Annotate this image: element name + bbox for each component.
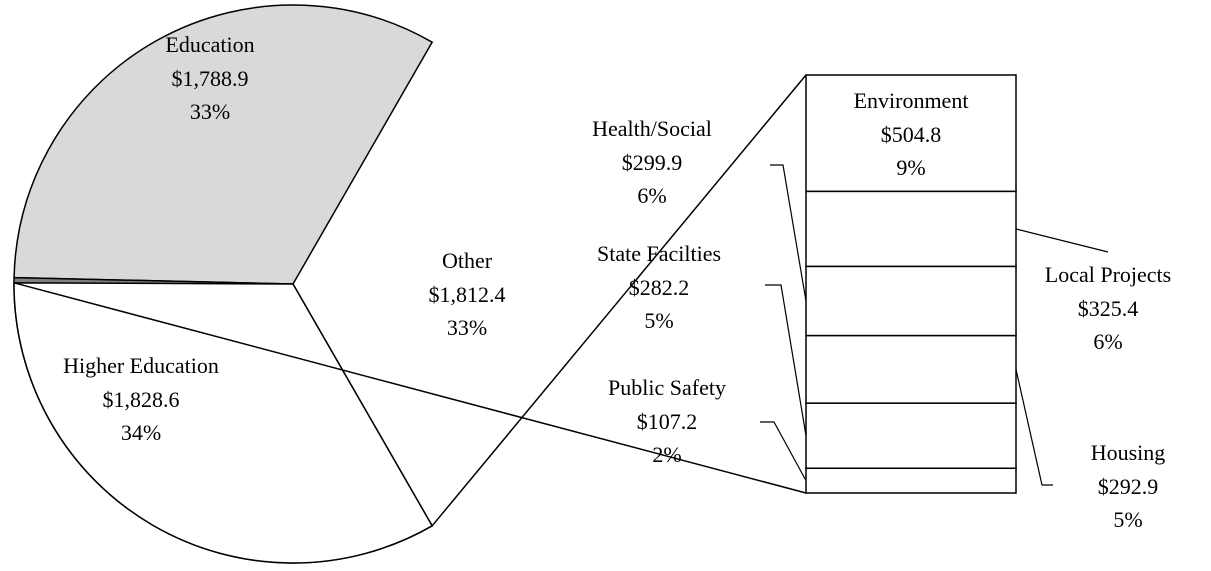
segment-value: $107.2 — [637, 409, 698, 434]
segment-label: Public Safety — [608, 375, 726, 400]
leader-line — [760, 421, 807, 481]
bar-segment — [805, 74, 1017, 193]
bar-segment — [805, 265, 1017, 337]
segment-percent: 6% — [637, 183, 666, 208]
slice-value: $1,788.9 — [172, 66, 249, 91]
slice-value: $1,812.4 — [429, 282, 506, 307]
slice-percent: 33% — [447, 315, 487, 340]
leader-line — [770, 164, 807, 302]
bar-segment — [805, 190, 1017, 268]
bar-segment — [805, 334, 1017, 404]
slice-percent: 33% — [190, 99, 230, 124]
segment-percent: 2% — [652, 442, 681, 467]
segment-value: $299.9 — [622, 150, 683, 175]
slice-label: Higher Education — [63, 353, 219, 378]
slice-label: Other — [442, 248, 493, 273]
connector — [431, 74, 807, 527]
slice-percent: 34% — [121, 420, 161, 445]
segment-label: Health/Social — [592, 116, 712, 141]
leader-line — [1015, 369, 1053, 486]
segment-label: Environment — [854, 88, 969, 113]
bar-segment — [805, 402, 1017, 470]
slice-label: Education — [165, 32, 254, 57]
bar-segment — [805, 467, 1017, 494]
connector — [13, 282, 807, 494]
segment-percent: 9% — [896, 155, 925, 180]
segment-percent: 5% — [1113, 507, 1142, 532]
pie-slice — [13, 4, 434, 285]
segment-label: Housing — [1091, 440, 1166, 465]
segment-value: $504.8 — [881, 122, 942, 147]
segment-label: Local Projects — [1045, 262, 1171, 287]
leader-line — [1015, 228, 1109, 253]
segment-value: $325.4 — [1078, 296, 1139, 321]
segment-percent: 5% — [644, 308, 673, 333]
segment-percent: 6% — [1093, 329, 1122, 354]
segment-label: State Facilties — [597, 241, 721, 266]
segment-value: $292.9 — [1098, 474, 1159, 499]
leader-line — [765, 284, 807, 436]
segment-value: $282.2 — [629, 275, 690, 300]
pie-slice — [13, 282, 434, 564]
slice-value: $1,828.6 — [103, 387, 180, 412]
